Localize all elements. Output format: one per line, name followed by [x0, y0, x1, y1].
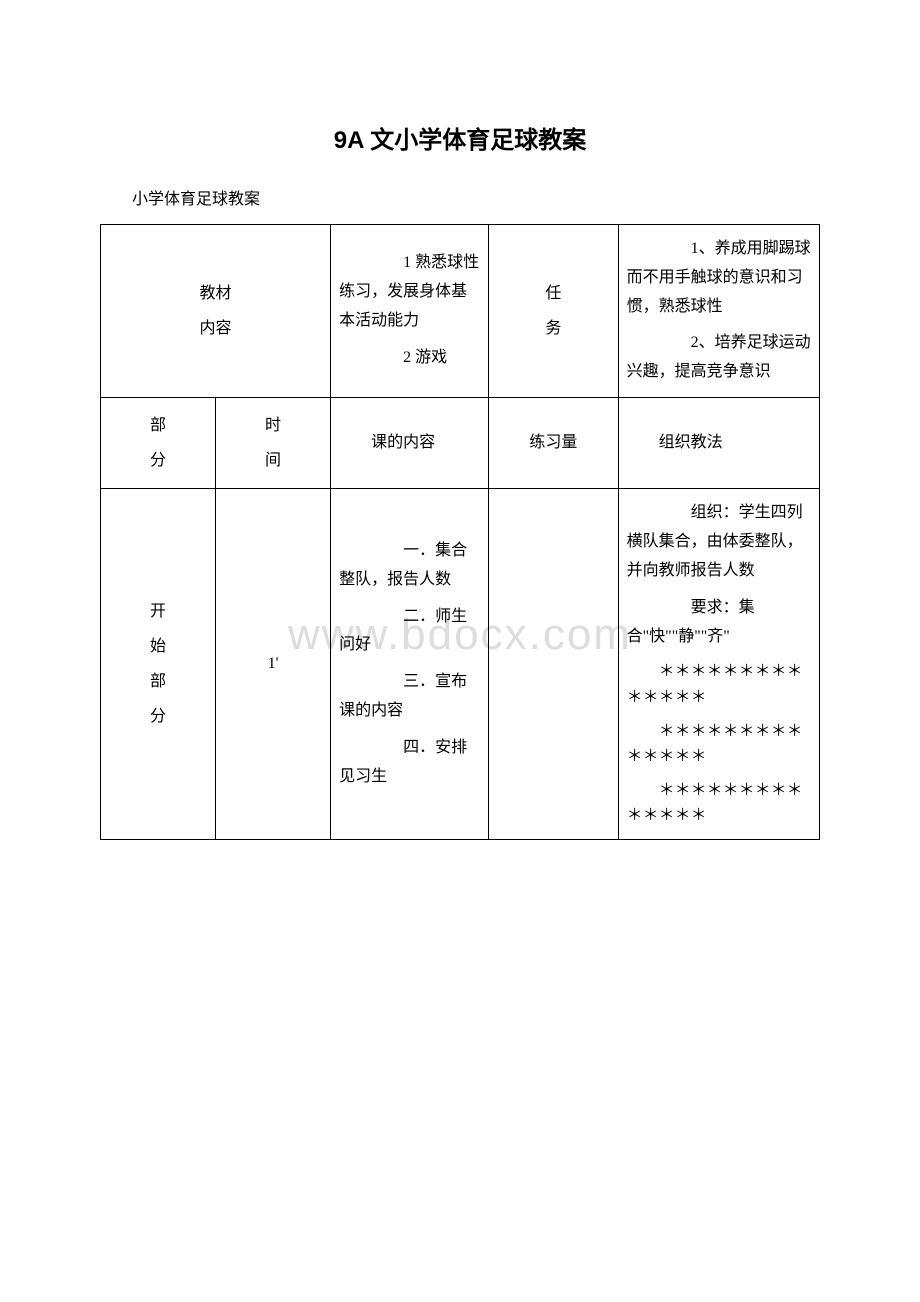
content-text: 2 游戏 — [339, 344, 480, 373]
practice-cell — [489, 489, 618, 840]
task-content: 1、养成用脚踢球而不用手触球的意识和习惯，熟悉球性 2、培养足球运动兴趣，提高竞… — [618, 225, 819, 398]
content-text: 2、培养足球运动兴趣，提高竞争意识 — [627, 329, 811, 387]
lesson-plan-table: 教材 内容 1 熟悉球性练习，发展身体基本活动能力 2 游戏 任 务 1、养成用… — [100, 224, 820, 840]
table-row: 部 分 时 间 课的内容 练习量 组织教法 — [101, 397, 820, 488]
part-text: 部 — [109, 664, 207, 699]
label-text: 教材 — [109, 276, 322, 311]
content-header: 课的内容 — [331, 397, 489, 488]
part-text: 分 — [109, 699, 207, 734]
header-text: 间 — [224, 443, 322, 478]
content-cell: 一．集合整队，报告人数 二．师生问好 三．宣布课的内容 四．安排见习生 — [331, 489, 489, 840]
material-label: 教材 内容 — [101, 225, 331, 398]
table-row: 开 始 部 分 1' 一．集合整队，报告人数 二．师生问好 三．宣布课的内容 四… — [101, 489, 820, 840]
table-row: 教材 内容 1 熟悉球性练习，发展身体基本活动能力 2 游戏 任 务 1、养成用… — [101, 225, 820, 398]
content-text: 四．安排见习生 — [339, 734, 480, 792]
content-text: 1、养成用脚踢球而不用手触球的意识和习惯，熟悉球性 — [627, 235, 811, 321]
method-text: 组织：学生四列横队集合，由体委整队，并向教师报告人数 — [627, 499, 811, 585]
label-text: 务 — [497, 311, 609, 346]
time-cell: 1' — [216, 489, 331, 840]
part-header: 部 分 — [101, 397, 216, 488]
part-text: 始 — [109, 629, 207, 664]
header-text: 时 — [224, 408, 322, 443]
task-label: 任 务 — [489, 225, 618, 398]
method-cell: 组织：学生四列横队集合，由体委整队，并向教师报告人数 要求：集合"快""静""齐… — [618, 489, 819, 840]
method-header: 组织教法 — [618, 397, 819, 488]
formation-stars: ＊＊＊＊＊＊＊＊＊＊＊＊＊＊ — [627, 719, 811, 770]
label-text: 内容 — [109, 311, 322, 346]
content-text: 1 熟悉球性练习，发展身体基本活动能力 — [339, 249, 480, 335]
time-header: 时 间 — [216, 397, 331, 488]
practice-header: 练习量 — [489, 397, 618, 488]
content-text: 三．宣布课的内容 — [339, 668, 480, 726]
material-content: 1 熟悉球性练习，发展身体基本活动能力 2 游戏 — [331, 225, 489, 398]
part-cell: 开 始 部 分 — [101, 489, 216, 840]
formation-stars: ＊＊＊＊＊＊＊＊＊＊＊＊＊＊ — [627, 659, 811, 710]
subtitle: 小学体育足球教案 — [100, 185, 820, 209]
method-text: 要求：集合"快""静""齐" — [627, 594, 811, 652]
content-text: 二．师生问好 — [339, 603, 480, 661]
part-text: 开 — [109, 594, 207, 629]
label-text: 任 — [497, 276, 609, 311]
content-text: 一．集合整队，报告人数 — [339, 537, 480, 595]
formation-stars: ＊＊＊＊＊＊＊＊＊＊＊＊＊＊ — [627, 778, 811, 829]
header-text: 部 — [109, 408, 207, 443]
header-text: 分 — [109, 443, 207, 478]
page-title: 9A 文小学体育足球教案 — [100, 120, 820, 155]
